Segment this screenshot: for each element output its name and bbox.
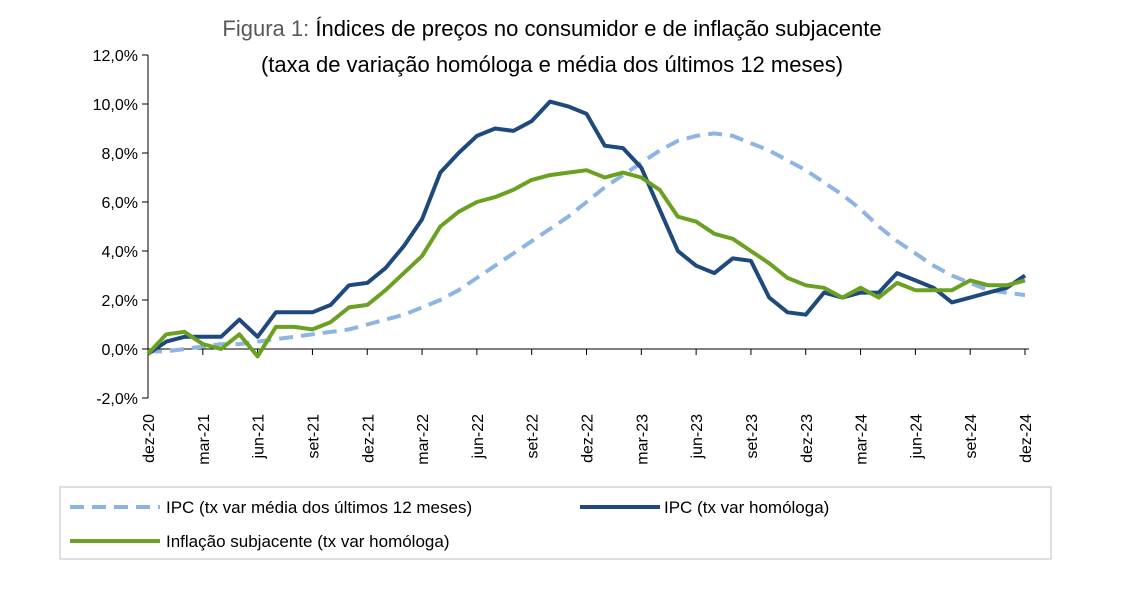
x-tick-label: mar-22 xyxy=(415,414,432,465)
x-tick-label: set-21 xyxy=(305,414,322,459)
y-tick-label: 0,0% xyxy=(102,342,138,359)
y-tick-label: 6,0% xyxy=(102,195,138,212)
y-tick-label: 8,0% xyxy=(102,146,138,163)
x-tick-label: set-23 xyxy=(744,414,761,459)
legend-label-ipc-media: IPC (tx var média dos últimos 12 meses) xyxy=(166,498,472,517)
x-tick-label: dez-21 xyxy=(360,414,377,463)
x-tick-label: dez-20 xyxy=(141,414,158,463)
x-axis: dez-20 mar-21 jun-21 set-21 dez-21 mar-22 jun-… xyxy=(141,348,1035,465)
x-tick-label: set-22 xyxy=(525,414,542,459)
legend: IPC (tx var média dos últimos 12 meses) … xyxy=(59,486,1052,560)
x-tick-label: set-24 xyxy=(963,414,980,459)
legend-label-ipc-homologa: IPC (tx var homóloga) xyxy=(664,498,829,517)
series-layer xyxy=(146,99,1027,359)
x-tick-label: mar-23 xyxy=(634,414,651,465)
chart-title-line-2: (taxa de variação homóloga e média dos ú… xyxy=(261,52,843,77)
x-tick-label: jun-24 xyxy=(908,414,925,460)
series-ipc-homologa xyxy=(146,99,1027,356)
y-tick-label: 10,0% xyxy=(93,97,138,114)
x-tick-label: dez-24 xyxy=(1018,414,1035,463)
chart-title-main: Índices de preços no consumidor e de inf… xyxy=(315,16,881,41)
chart-title-prefix: Figura 1: xyxy=(222,16,309,41)
x-tick-label: dez-23 xyxy=(799,414,816,463)
y-tick-label: -2,0% xyxy=(96,391,138,408)
series-inflacao-subjacente xyxy=(146,168,1026,359)
legend-label-inflacao-subjacente: Inflação subjacente (tx var homóloga) xyxy=(166,532,450,551)
x-tick-label: jun-22 xyxy=(470,414,487,460)
y-axis: 12,0% 10,0% 8,0% 6,0% 4,0% 2,0% 0,0% -2,0% xyxy=(93,48,149,408)
x-tick-label: mar-24 xyxy=(854,414,871,465)
x-tick-label: jun-23 xyxy=(689,414,706,460)
legend-frame xyxy=(59,486,1052,560)
x-tick-label: dez-22 xyxy=(580,414,597,463)
series-ipc-media-12-meses xyxy=(148,131,1026,354)
chart-title-line-1: Figura 1: Índices de preços no consumido… xyxy=(222,16,881,41)
y-tick-label: 12,0% xyxy=(93,48,138,65)
x-tick-label: jun-21 xyxy=(251,414,268,460)
x-tick-label: mar-21 xyxy=(196,414,213,465)
y-tick-label: 4,0% xyxy=(102,244,138,261)
y-tick-label: 2,0% xyxy=(102,293,138,310)
